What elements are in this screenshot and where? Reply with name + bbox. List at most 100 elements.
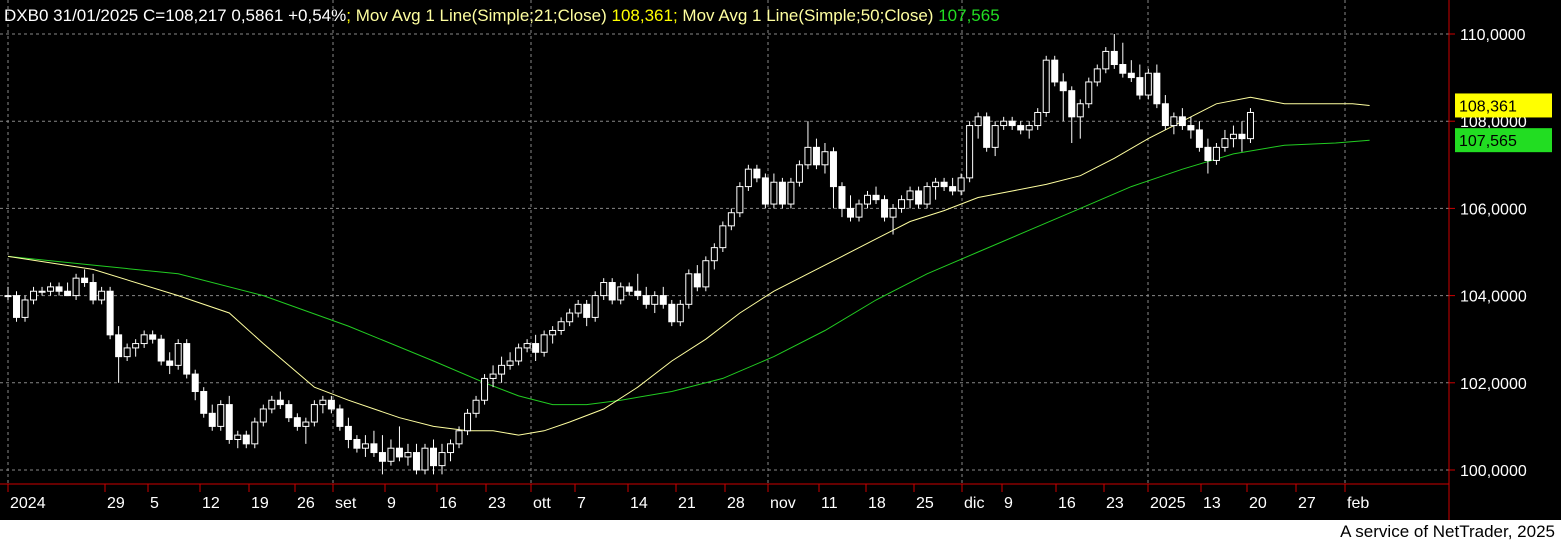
candle-body-up (617, 286, 625, 301)
candle-body-down (915, 190, 923, 205)
candle-body-up (1246, 111, 1254, 140)
candle-body-up (719, 225, 727, 249)
y-tick-label: 106,0000 (1460, 201, 1527, 218)
candle-body-down (1051, 59, 1059, 83)
candle-body-up (795, 164, 803, 183)
candle-body-down (327, 399, 335, 410)
candle-body-up (30, 290, 38, 301)
candle-body-up (1085, 81, 1093, 105)
change-value: 0,5861 (231, 6, 284, 25)
x-tick-label: ott (533, 495, 551, 512)
x-tick-label: 28 (727, 495, 745, 512)
candle-body-up (302, 421, 310, 427)
candle (651, 291, 659, 314)
candle-body-down (412, 452, 420, 471)
candle (1178, 108, 1186, 130)
candle (608, 278, 616, 305)
candle (1000, 116, 1008, 130)
candle-body-down (64, 290, 72, 297)
candle (574, 299, 582, 318)
candle-body-down (13, 295, 21, 318)
candle-body-up (821, 151, 829, 166)
x-tick-label: 23 (1106, 495, 1124, 512)
candle-body-down (1136, 77, 1144, 96)
candle-body-up (72, 277, 80, 297)
candle-body-down (378, 452, 386, 462)
candle (106, 286, 114, 340)
candle-body-up (889, 207, 897, 218)
candle (319, 395, 327, 414)
candle-body-down (753, 168, 761, 179)
candle (1229, 125, 1237, 148)
candle (1238, 121, 1246, 152)
candle (906, 186, 914, 209)
ma21-layer (7, 96, 1370, 436)
candle (1059, 73, 1067, 122)
candle (268, 395, 276, 414)
candle (259, 404, 267, 427)
candle-body-up (540, 334, 548, 353)
candle (540, 330, 548, 357)
x-tick-label: 20 (1249, 495, 1267, 512)
ma50-layer (7, 139, 1370, 406)
candle-body-up (515, 347, 523, 362)
candle (1076, 99, 1084, 139)
candle (1093, 64, 1101, 87)
candle-body-up (21, 299, 29, 318)
x-tick-label: 16 (439, 495, 457, 512)
candle-body-down (370, 443, 378, 454)
candle (1204, 138, 1212, 174)
candle-body-down (1204, 146, 1212, 161)
x-tick-label: 18 (868, 495, 886, 512)
candle (115, 326, 123, 383)
x-tick-label: 5 (150, 495, 159, 512)
candle (370, 430, 378, 457)
candle (557, 317, 565, 335)
ma21-header-value: 108,361 (611, 6, 673, 25)
candle-body-down (761, 177, 769, 205)
footer-credit: A service of NetTrader, 2025 (1340, 522, 1555, 541)
ma21-value-badge (1455, 93, 1552, 118)
ma21-label: Mov Avg 1 Line(Simple;21;Close) (355, 6, 607, 25)
candle-body-up (523, 343, 531, 349)
candle-body-down (89, 282, 97, 301)
candle-body-down (395, 447, 403, 458)
candle-body-down (225, 404, 233, 440)
date: 31/01/2025 (53, 6, 139, 25)
candle-body-up (727, 212, 735, 227)
candle (778, 177, 786, 209)
x-tick-label: dic (964, 495, 984, 512)
x-tick-label: set (335, 495, 357, 512)
candle-body-up (957, 177, 965, 192)
candle (932, 177, 940, 200)
candle (787, 177, 795, 209)
candle-body-up (651, 295, 659, 305)
candle-body-down (285, 404, 293, 419)
candle (881, 195, 889, 222)
candle-body-down (1059, 81, 1067, 92)
candle (1161, 95, 1169, 130)
candle-body-up (1170, 116, 1178, 127)
x-tick-label: 9 (387, 495, 396, 512)
candle-body-up (4, 295, 12, 298)
candle (464, 408, 472, 436)
candle-body-down (1127, 72, 1135, 79)
candle (1025, 121, 1033, 139)
candle-body-up (770, 181, 778, 205)
x-tick-label: 29 (107, 495, 125, 512)
candle (132, 339, 140, 357)
candle-body-up (1000, 120, 1008, 127)
candle-body-up (1144, 72, 1152, 96)
candle-body-down (634, 290, 642, 297)
candle (30, 286, 38, 305)
candle (1136, 64, 1144, 100)
candle-body-up (932, 181, 940, 188)
candle (966, 121, 974, 183)
candle-body-down (1187, 125, 1195, 131)
candle (4, 286, 12, 300)
candle-body-up (498, 364, 506, 375)
candle-body-up (361, 443, 369, 449)
candle (72, 273, 80, 300)
candle-body-up (906, 190, 914, 201)
candle-body-down (625, 286, 633, 292)
